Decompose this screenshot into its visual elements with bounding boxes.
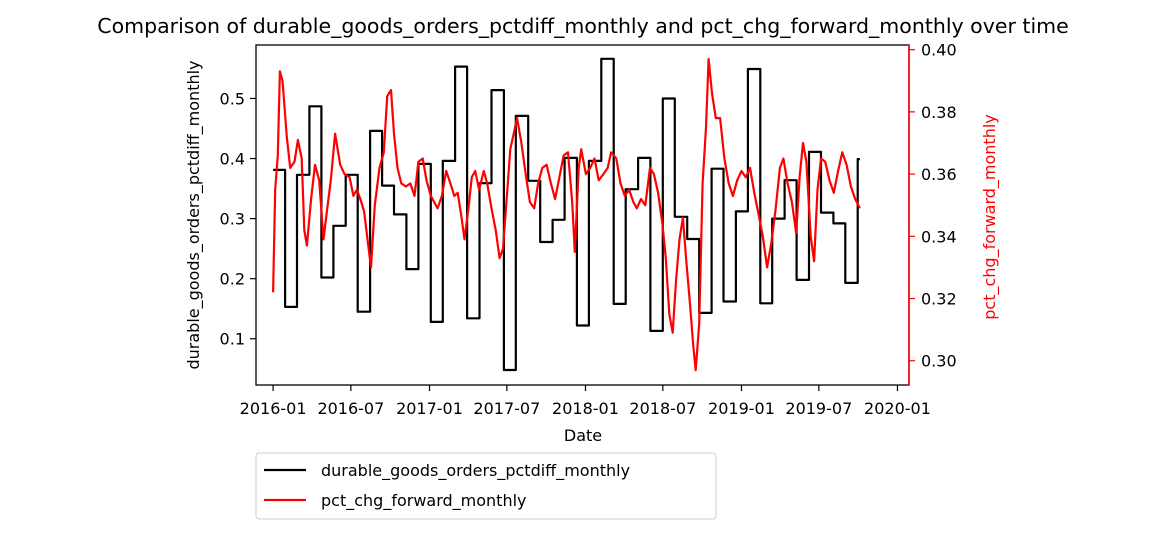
right-tick-label: 0.32: [921, 290, 957, 309]
x-tick-label: 2016-07: [317, 399, 384, 418]
right-tick-label: 0.38: [921, 103, 957, 122]
left-tick-label: 0.4: [220, 150, 245, 169]
legend-label-right-series: pct_chg_forward_monthly: [321, 491, 527, 511]
right-axis-ticks: 0.30 0.32 0.34 0.36 0.38 0.40: [909, 41, 957, 371]
legend: durable_goods_orders_pctdiff_monthly pct…: [255, 452, 717, 520]
left-tick-label: 0.1: [220, 330, 245, 349]
x-tick-label: 2019-07: [785, 399, 852, 418]
right-tick-label: 0.30: [921, 352, 957, 371]
left-axis-label: durable_goods_orders_pctdiff_monthly: [184, 60, 204, 369]
right-tick-label: 0.36: [921, 165, 957, 184]
legend-label-left-series: durable_goods_orders_pctdiff_monthly: [321, 461, 630, 481]
x-tick-label: 2018-07: [629, 399, 696, 418]
right-tick-label: 0.40: [921, 41, 957, 60]
x-axis-label: Date: [564, 426, 602, 445]
right-tick-label: 0.34: [921, 227, 957, 246]
plot-frame: [255, 44, 910, 386]
chart-title: Comparison of durable_goods_orders_pctdi…: [97, 14, 1068, 39]
x-tick-label: 2016-01: [240, 399, 307, 418]
legend-box: [255, 452, 717, 520]
x-tick-label: 2019-01: [708, 399, 775, 418]
plot-area: [272, 57, 861, 372]
right-axis-label: pct_chg_forward_monthly: [980, 114, 1000, 320]
x-tick-label: 2020-01: [864, 399, 931, 418]
x-tick-label: 2017-01: [396, 399, 463, 418]
left-axis-ticks: 0.1 0.2 0.3 0.4 0.5: [220, 89, 256, 349]
left-tick-label: 0.5: [220, 89, 245, 108]
left-tick-label: 0.3: [220, 210, 245, 229]
x-tick-label: 2017-07: [473, 399, 540, 418]
x-tick-label: 2018-01: [552, 399, 619, 418]
left-tick-label: 0.2: [220, 270, 245, 289]
x-axis-ticks: 2016-01 2016-07 2017-01 2017-07 2018-01 2018-…: [240, 385, 931, 418]
series-line-pct-chg-forward: [272, 57, 861, 372]
series-line-durable-goods: [273, 57, 860, 372]
